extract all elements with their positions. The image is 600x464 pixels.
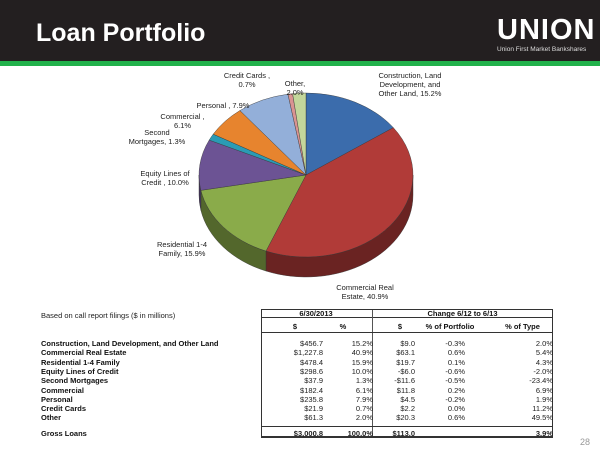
table-cell: $63.1 <box>396 348 415 358</box>
table-cell: $61.3 <box>304 413 323 423</box>
table-cell: 15.9% <box>351 357 373 367</box>
logo-tagline: Union First Market Bankshares <box>497 46 587 53</box>
total-cell: 3.9% <box>535 429 553 438</box>
table-cell: 5.4% <box>535 348 553 358</box>
table-cell: $11.8 <box>396 385 415 395</box>
page-title: Loan Portfolio <box>36 19 206 47</box>
table-cell: -0.3% <box>445 339 465 348</box>
table-cell: 7.9% <box>355 394 373 404</box>
total-cell: $113.0 <box>392 429 415 438</box>
row-label: Commercial <box>41 385 84 395</box>
table-cell: 10.0% <box>351 366 373 376</box>
header-group-current: 6/30/2013 <box>299 309 333 318</box>
table-cell: 6.1% <box>355 385 373 395</box>
pie-slice-2 <box>200 174 307 252</box>
column-header: $ <box>397 322 403 331</box>
table-cell: $182.4 <box>300 385 323 395</box>
table-cell: $1,227.8 <box>293 348 323 358</box>
table-cell: $4.5 <box>400 394 415 404</box>
table-cell: $9.0 <box>400 339 415 348</box>
row-label: Second Mortgages <box>41 376 109 386</box>
table-cell: 0.6% <box>447 348 465 358</box>
accent-stripe <box>0 61 600 66</box>
slice-label: Residential 1-4 Family, 15.9% <box>156 240 208 258</box>
row-label: Construction, Land Development, and Othe… <box>41 339 219 348</box>
total-cell: 100.0% <box>347 429 373 438</box>
table-cell: -23.4% <box>529 376 553 386</box>
slice-label: Construction, Land Development, and Othe… <box>378 71 442 98</box>
table-cell: $298.6 <box>300 366 323 376</box>
table-cell: $456.7 <box>300 339 323 348</box>
row-label: Equity Lines of Credit <box>41 366 119 376</box>
slice-label: Other, 2.0% <box>284 79 306 97</box>
table-cell: $19.7 <box>396 357 415 367</box>
column-header: $ <box>292 322 298 331</box>
table-cell: 0.0% <box>447 404 465 414</box>
pie-slice-1 <box>265 127 414 258</box>
total-cell: $3,000.8 <box>293 429 323 438</box>
table-cell: 2.0% <box>535 339 553 348</box>
table-cell: -$6.0 <box>397 366 415 376</box>
table-cell: $20.3 <box>396 413 415 423</box>
row-label: Other <box>41 413 62 423</box>
column-header: % of Portfolio <box>425 322 475 331</box>
pie-chart <box>198 92 414 278</box>
table-cell: -0.2% <box>445 394 465 404</box>
page-number: 28 <box>579 437 590 447</box>
pie-slice-0 <box>305 92 394 176</box>
table-cell: 11.2% <box>532 404 553 414</box>
table-cell: 0.7% <box>355 404 373 414</box>
table-cell: 4.3% <box>535 357 553 367</box>
total-label: Gross Loans <box>41 429 87 438</box>
table-cell: 1.9% <box>535 394 553 404</box>
row-label: Commercial Real Estate <box>41 348 127 358</box>
table-cell: 0.2% <box>447 385 465 395</box>
slice-label: Commercial Real Estate, 40.9% <box>336 283 394 301</box>
row-label: Credit Cards <box>41 404 87 414</box>
company-logo: UNION <box>497 14 596 46</box>
table-cell: $37.9 <box>304 376 323 386</box>
slice-label: Credit Cards , 0.7% <box>223 71 271 89</box>
table-cell: -0.6% <box>445 366 465 376</box>
table-cell: 49.5% <box>531 413 553 423</box>
table-cell: -2.0% <box>533 366 553 376</box>
data-table <box>261 309 553 438</box>
table-cell: $235.8 <box>300 394 323 404</box>
table-cell: -0.5% <box>445 376 465 386</box>
pie-slice-8 <box>292 92 307 176</box>
table-cell: $2.2 <box>400 404 415 414</box>
slice-label: Second Mortgages, 1.3% <box>128 128 186 146</box>
header-bar <box>0 0 600 61</box>
table-cell: 6.9% <box>535 385 553 395</box>
header-group-change: Change 6/12 to 6/13 <box>427 309 498 318</box>
table-cell: $478.4 <box>300 357 323 367</box>
table-cell: 0.6% <box>447 413 465 423</box>
table-cell: 2.0% <box>355 413 373 423</box>
table-cell: 1.3% <box>355 376 373 386</box>
table-cell: $21.9 <box>304 404 323 414</box>
table-note: Based on call report filings ($ in milli… <box>41 311 176 320</box>
table-cell: 15.2% <box>351 339 373 348</box>
slice-label: Commercial , 6.1% <box>160 112 205 130</box>
table-cell: 40.9% <box>351 348 373 358</box>
table-cell: -$11.6 <box>394 376 415 386</box>
row-label: Personal <box>41 394 73 404</box>
slice-label: Personal , 7.9% <box>196 101 250 110</box>
row-label: Residential 1-4 Family <box>41 357 120 367</box>
column-header: % <box>339 322 347 331</box>
column-header: % of Type <box>505 322 540 331</box>
slice-label: Equity Lines of Credit , 10.0% <box>140 169 190 187</box>
table-cell: 0.1% <box>447 357 465 367</box>
